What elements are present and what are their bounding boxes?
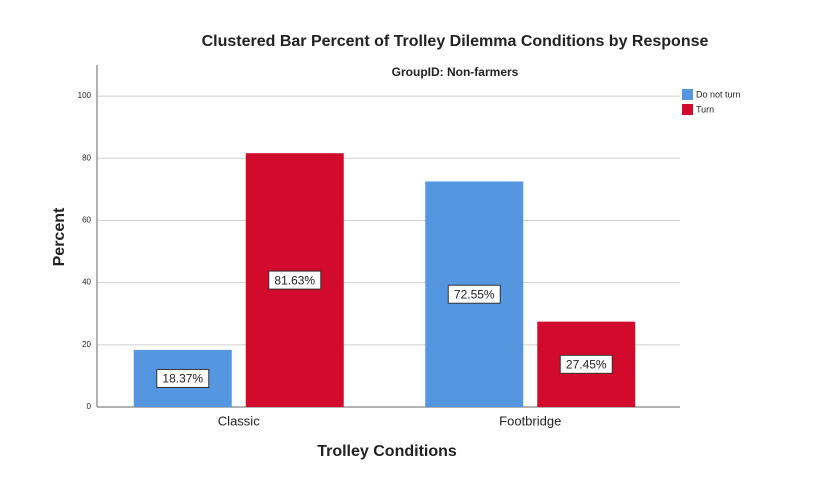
x-axis-label: Trolley Conditions — [317, 443, 457, 460]
legend-label: Do not turn — [696, 89, 741, 99]
chart-subtitle: GroupID: Non-farmers — [392, 65, 519, 79]
value-label-box — [447, 284, 501, 304]
legend-swatch — [682, 104, 693, 115]
value-label-box — [268, 270, 322, 290]
value-label-box — [156, 368, 210, 388]
y-tick-label: 0 — [87, 402, 92, 411]
x-tick-label: Classic — [218, 413, 260, 428]
legend-swatch — [682, 89, 693, 100]
value-label: 72.55% — [454, 287, 495, 301]
x-tick-label: Footbridge — [499, 413, 561, 428]
y-axis-label: Percent — [51, 207, 68, 266]
legend-label: Turn — [696, 104, 714, 114]
value-label-box — [559, 354, 613, 374]
y-tick-label: 40 — [82, 278, 91, 287]
y-tick-label: 80 — [82, 153, 91, 162]
value-label: 81.63% — [274, 273, 315, 287]
y-tick-label: 100 — [78, 91, 92, 100]
value-label: 27.45% — [566, 357, 607, 371]
y-tick-label: 20 — [82, 340, 91, 349]
value-label: 18.37% — [162, 372, 203, 386]
y-tick-label: 60 — [82, 216, 91, 225]
chart-title: Clustered Bar Percent of Trolley Dilemma… — [202, 33, 709, 50]
